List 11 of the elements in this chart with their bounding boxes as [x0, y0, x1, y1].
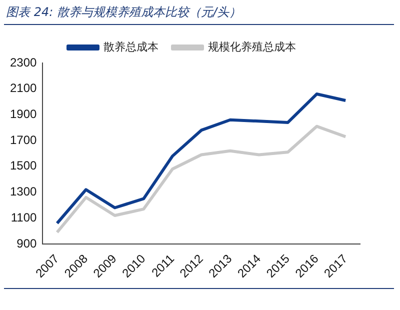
- y-tick-label: 900: [16, 236, 38, 250]
- y-tick-label: 2100: [10, 81, 38, 96]
- chart-title: 图表 24: 散养与规模养殖成本比较（元/头）: [6, 4, 241, 21]
- y-tick-label: 1700: [10, 132, 38, 147]
- legend-label: 散养总成本: [104, 40, 158, 54]
- y-tick-label: 1500: [10, 158, 38, 173]
- legend-label: 规模化养殖总成本: [208, 40, 296, 54]
- y-tick-label: 1100: [10, 210, 38, 224]
- y-tick-label: 1300: [10, 184, 38, 199]
- y-tick-label: 1900: [10, 107, 38, 122]
- y-tick-label: 2300: [10, 55, 38, 70]
